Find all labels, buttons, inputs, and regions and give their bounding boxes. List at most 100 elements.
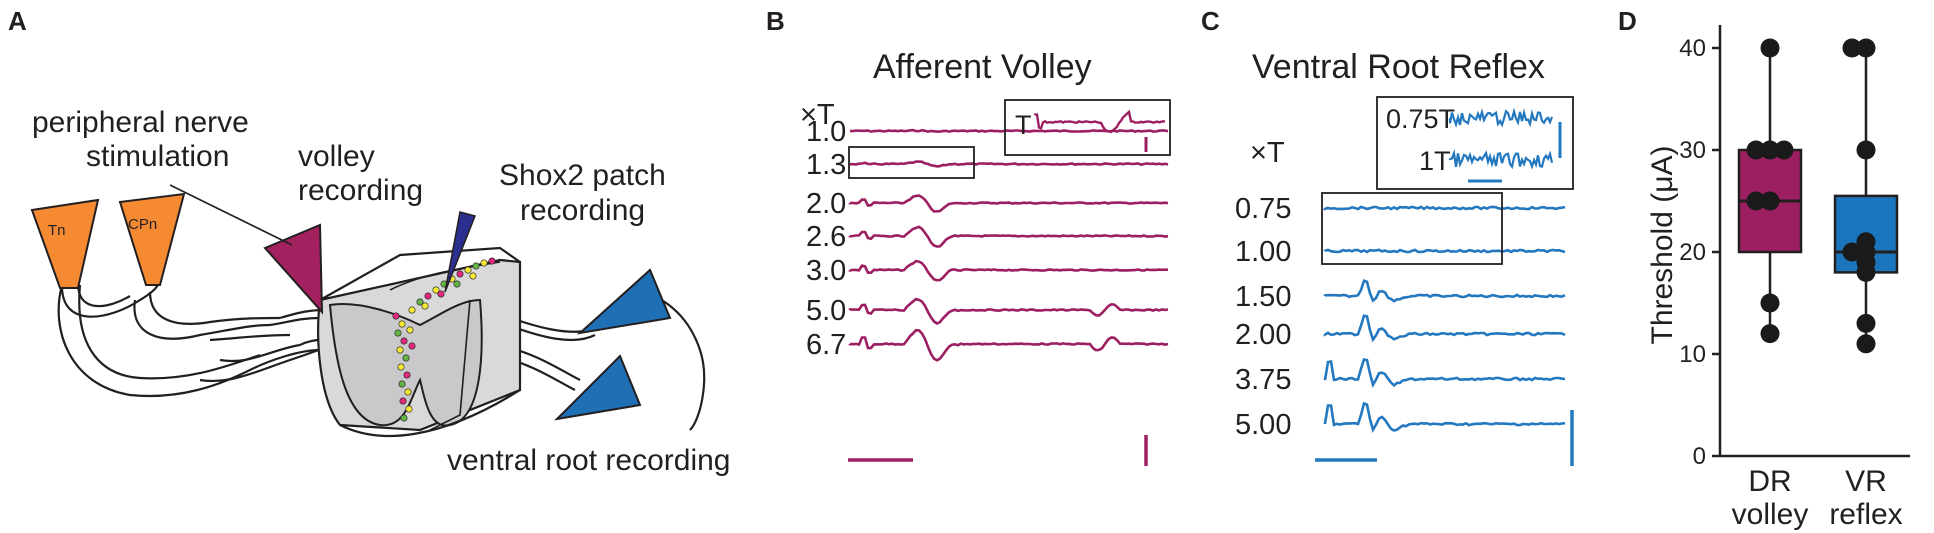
tn-label: Tn — [48, 222, 66, 239]
box-plots — [1737, 38, 1899, 354]
data-point — [1774, 140, 1794, 160]
ventral-root-electrode-lower — [554, 354, 642, 421]
y-axis: 0 10 20 30 40 — [1679, 25, 1910, 470]
panel-c-inset-trace-2 — [1448, 149, 1554, 170]
data-point — [1856, 140, 1876, 160]
panel-b-trace-labels: 1.01.3 2.02.63.0 5.06.7 — [806, 116, 846, 361]
panel-b-traces — [848, 128, 1169, 362]
panel-c-selection-box — [1321, 192, 1503, 265]
panel-c-inset-box — [1376, 96, 1574, 190]
x-label-line1: DR — [1748, 465, 1791, 498]
panel-c-trace-label: 3.75 — [1235, 364, 1291, 396]
panel-c-trace-label: 1.00 — [1235, 236, 1291, 268]
shox2-label-line1: Shox2 patch — [499, 159, 666, 192]
panel-b-title: Afferent Volley — [873, 48, 1092, 86]
panel-b-trace — [848, 297, 1169, 325]
box-1 — [1737, 38, 1803, 344]
data-point — [1842, 242, 1862, 262]
peripheral-label-line2: stimulation — [86, 140, 229, 173]
panel-b-trace-label: 1.0 — [806, 116, 846, 148]
panel-b-trace-label: 3.0 — [806, 255, 846, 287]
volley-electrode — [169, 184, 324, 315]
panel-b-trace-label: 1.3 — [806, 149, 846, 181]
panel-c-trace-labels: 0.75 1.00 1.50 2.00 3.75 5.00 — [1235, 193, 1291, 441]
box-2 — [1833, 38, 1899, 354]
spinal-cord — [317, 246, 522, 438]
panel-c-trace — [1323, 279, 1566, 303]
panel-d-label: D — [1618, 6, 1637, 36]
panel-c-trace-label: 2.00 — [1235, 319, 1291, 351]
panel-c-label: C — [1201, 6, 1220, 36]
data-point — [1760, 140, 1780, 160]
panel-b-trace — [848, 160, 1169, 168]
y-tick-label: 0 — [1693, 443, 1706, 470]
panel-c: C Ventral Root Reflex ×T 0.75 1.00 1.50 2.0… — [1201, 6, 1574, 466]
y-tick-label: 10 — [1679, 341, 1706, 368]
panel-c-xt: ×T — [1250, 137, 1285, 169]
ventral-root-label: ventral root recording — [447, 444, 730, 477]
panel-b-inset-label: T — [1015, 110, 1032, 140]
data-point — [1856, 334, 1876, 354]
x-label-line1: VR — [1845, 465, 1887, 498]
volley-label-line2: recording — [298, 174, 423, 207]
panel-c-inset-label-1: 0.75T — [1386, 104, 1455, 134]
panel-b-trace — [848, 194, 1169, 213]
y-tick-label: 20 — [1679, 239, 1706, 266]
panel-a: A peripheral nerve stimulation volley re… — [8, 6, 730, 477]
panel-c-trace-label: 1.50 — [1235, 281, 1291, 313]
panel-c-trace — [1323, 205, 1566, 211]
panel-b-inset-box — [1004, 99, 1171, 156]
y-tick-label: 40 — [1679, 35, 1706, 62]
panel-b-selection-box — [848, 146, 975, 179]
data-point — [1856, 38, 1876, 58]
data-point — [1746, 140, 1766, 160]
data-point — [1760, 293, 1780, 313]
x-label-line2: reflex — [1829, 498, 1902, 531]
panel-b-xt: ×T — [800, 99, 835, 131]
data-point — [1746, 191, 1766, 211]
y-axis-label: Threshold (μA) — [1646, 145, 1679, 344]
panel-b-trace-label: 5.0 — [806, 295, 846, 327]
panel-b-inset-trace — [1033, 109, 1166, 134]
panel-c-traces — [1323, 205, 1566, 433]
panel-b-label: B — [766, 6, 785, 36]
y-tick-label: 30 — [1679, 137, 1706, 164]
data-point — [1760, 324, 1780, 344]
shox2-label-line2: recording — [520, 194, 645, 227]
cpn-electrode: CPn — [118, 192, 186, 286]
cpn-label: CPn — [128, 216, 157, 233]
shox2-neurons — [392, 257, 496, 422]
panel-c-inset-trace-1 — [1448, 107, 1554, 129]
panel-b-trace — [848, 225, 1169, 248]
panel-b-trace-label: 2.0 — [806, 188, 846, 220]
ventral-root-electrode-upper — [576, 268, 672, 335]
peripheral-label-line1: peripheral nerve — [32, 106, 249, 139]
panel-c-trace — [1323, 248, 1566, 254]
panel-c-trace — [1323, 401, 1566, 433]
panel-c-trace — [1323, 314, 1566, 343]
tn-electrode: Tn — [30, 198, 100, 289]
panel-c-trace — [1323, 357, 1566, 388]
panel-b-trace — [848, 259, 1168, 282]
x-label-line2: volley — [1732, 498, 1809, 531]
data-point — [1842, 38, 1862, 58]
panel-b: B Afferent Volley ×T 1.01.3 2.02.63.0 5.06… — [766, 6, 1171, 466]
panel-c-trace-label: 5.00 — [1235, 409, 1291, 441]
data-point — [1760, 38, 1780, 58]
panel-b-trace-label: 6.7 — [806, 329, 846, 361]
volley-label-line1: volley — [298, 140, 375, 173]
panel-b-trace — [849, 128, 1169, 134]
panel-a-label: A — [8, 6, 27, 36]
data-point — [1856, 262, 1876, 282]
panel-c-inset-label-2: 1T — [1419, 146, 1451, 176]
panel-c-trace-label: 0.75 — [1235, 193, 1291, 225]
data-point — [1856, 313, 1876, 333]
panel-b-trace-label: 2.6 — [806, 221, 846, 253]
panel-c-title: Ventral Root Reflex — [1252, 48, 1545, 86]
data-point — [1760, 191, 1780, 211]
shox2-pipette — [444, 211, 477, 293]
panel-b-trace — [848, 328, 1169, 362]
